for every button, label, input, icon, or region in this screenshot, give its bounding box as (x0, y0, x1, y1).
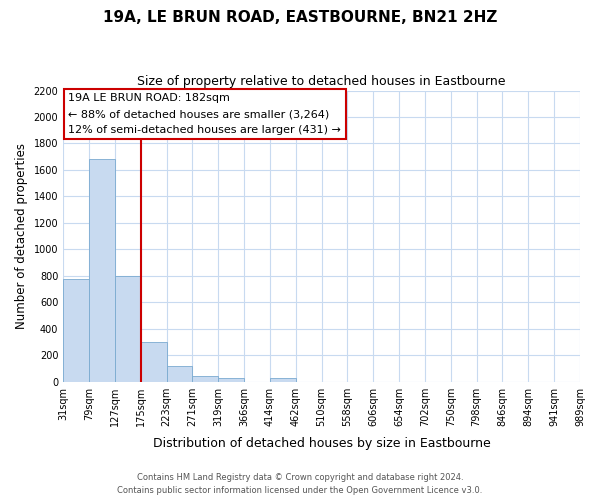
Y-axis label: Number of detached properties: Number of detached properties (15, 143, 28, 329)
Bar (193, 376, 218, 382)
Bar (167, 366, 193, 382)
Text: Contains HM Land Registry data © Crown copyright and database right 2024.
Contai: Contains HM Land Registry data © Crown c… (118, 473, 482, 495)
Bar (115, 276, 140, 382)
X-axis label: Distribution of detached houses by size in Eastbourne: Distribution of detached houses by size … (153, 437, 490, 450)
Bar (218, 378, 244, 382)
Text: 19A LE BRUN ROAD: 182sqm
← 88% of detached houses are smaller (3,264)
12% of sem: 19A LE BRUN ROAD: 182sqm ← 88% of detach… (68, 94, 341, 134)
Bar (270, 378, 296, 382)
Title: Size of property relative to detached houses in Eastbourne: Size of property relative to detached ho… (137, 75, 506, 88)
Text: 19A, LE BRUN ROAD, EASTBOURNE, BN21 2HZ: 19A, LE BRUN ROAD, EASTBOURNE, BN21 2HZ (103, 10, 497, 25)
Bar (89, 160, 115, 382)
Bar (63, 279, 89, 382)
Bar (140, 342, 167, 382)
